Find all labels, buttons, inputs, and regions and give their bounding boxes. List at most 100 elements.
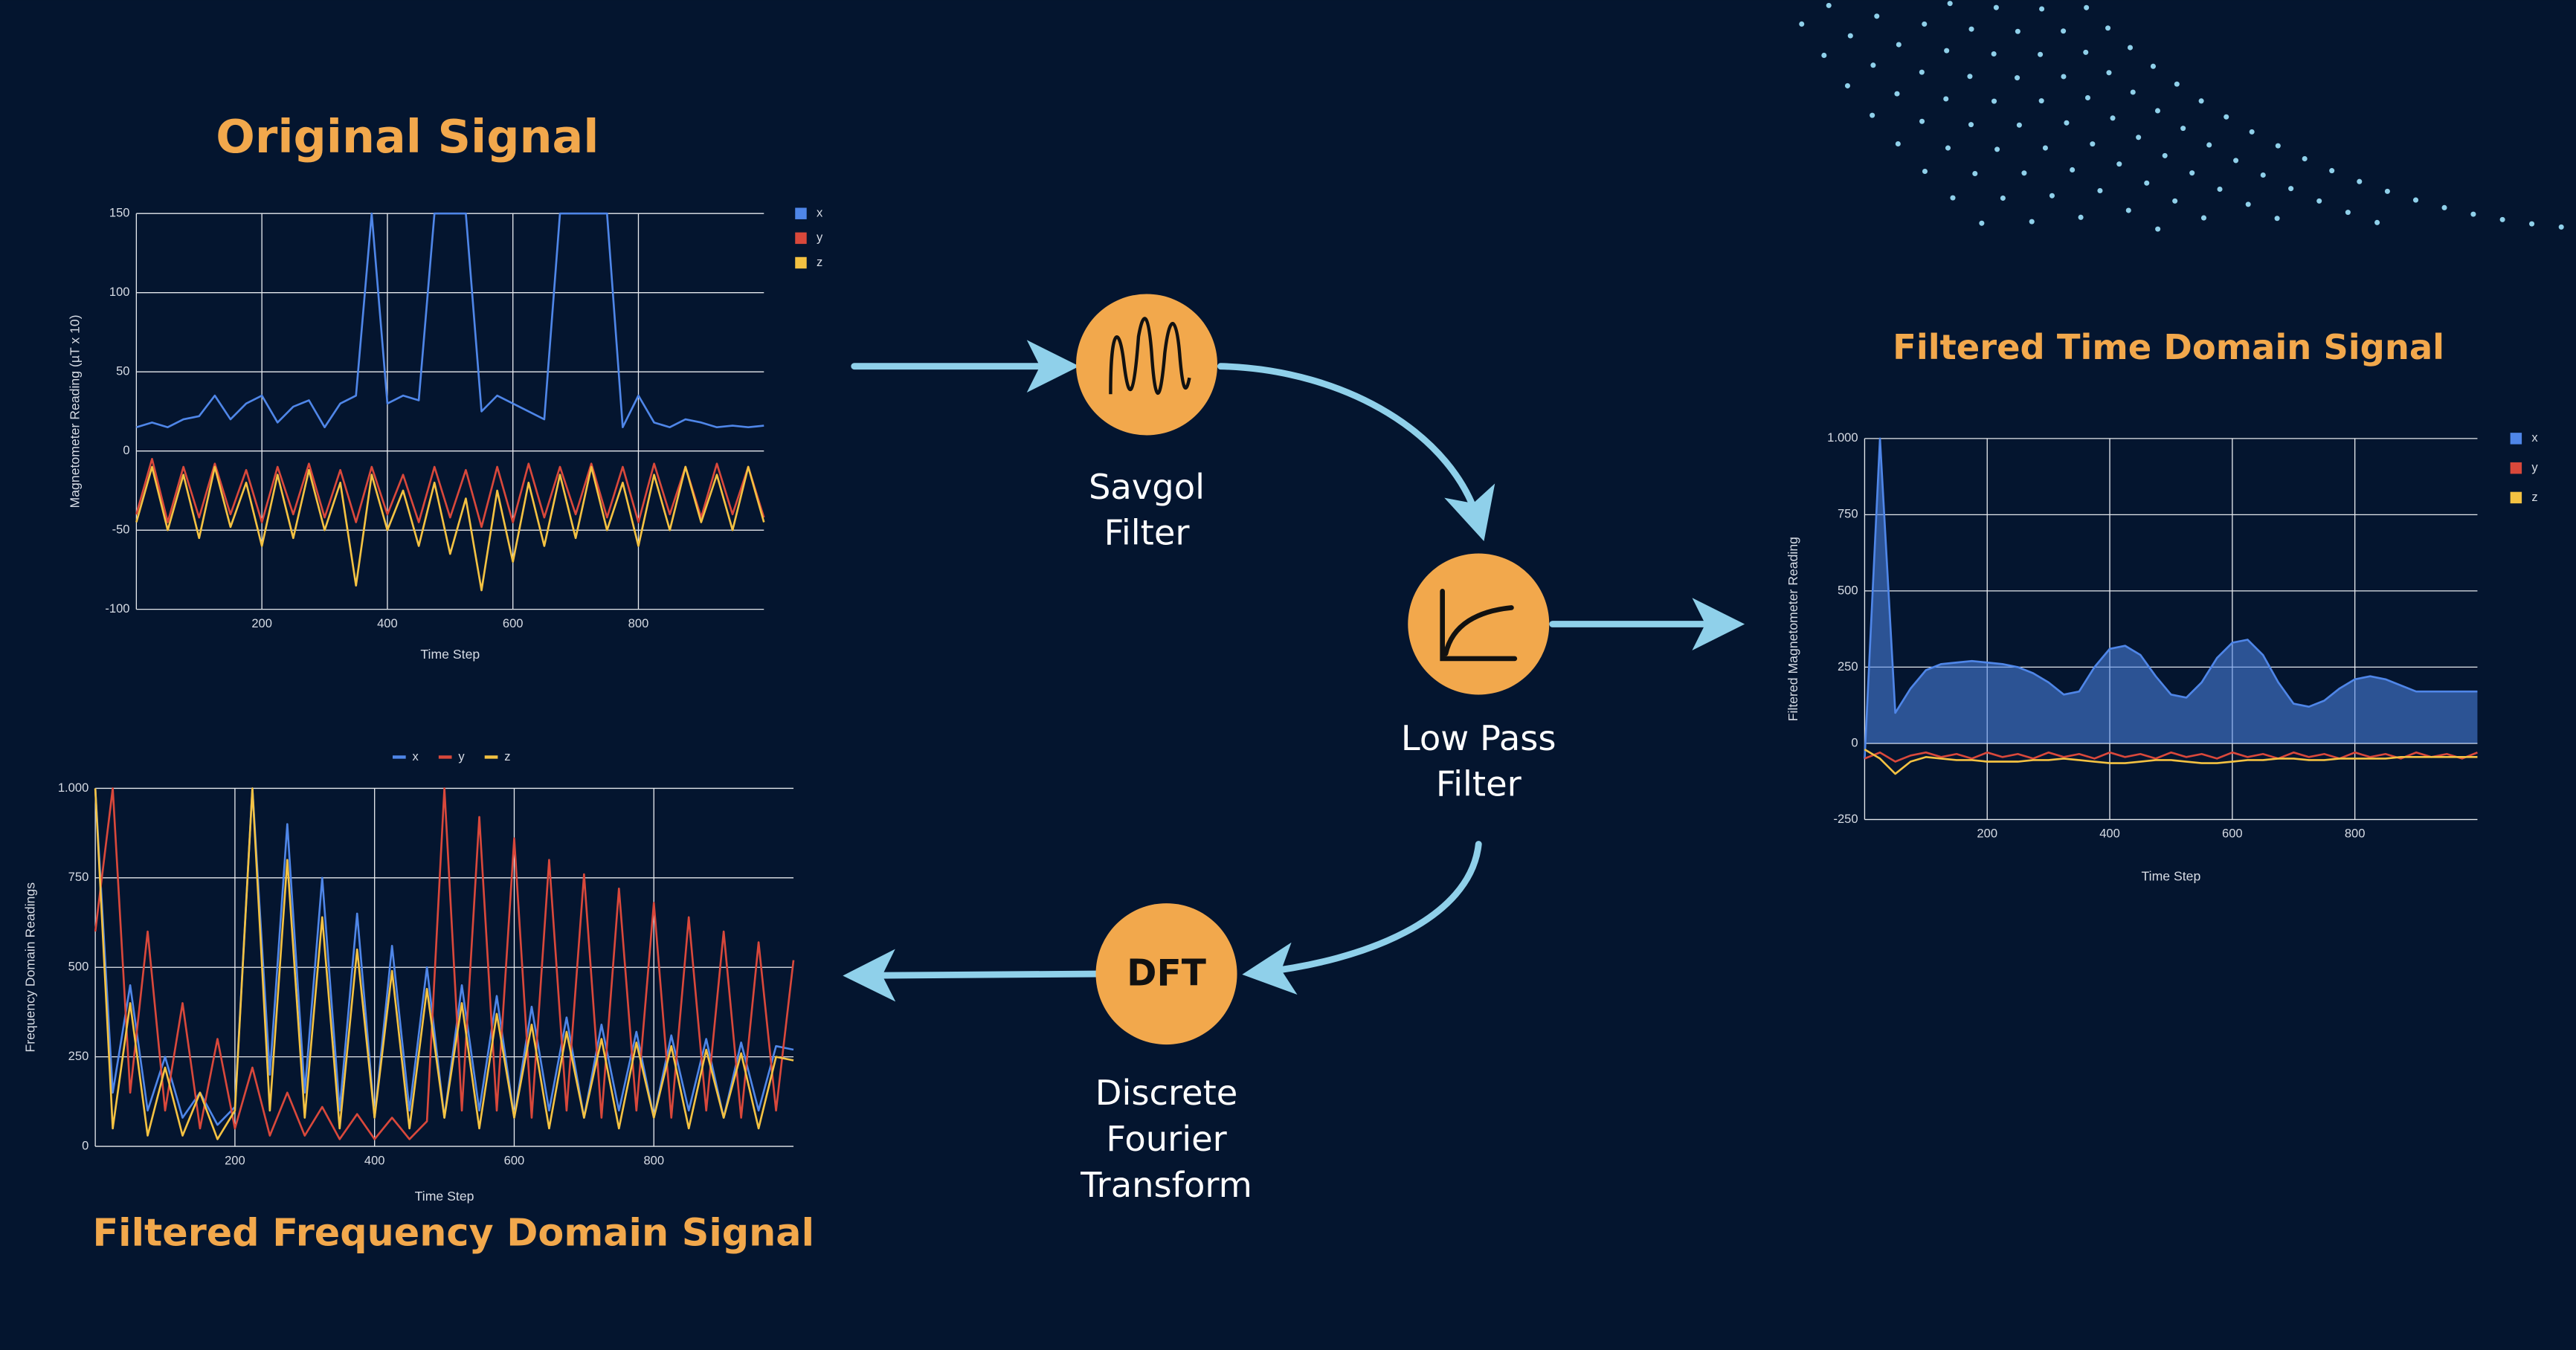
bg-dot <box>2029 219 2035 225</box>
y-tick-label: 250 <box>1838 659 1858 674</box>
x-tick-label: 400 <box>364 1153 385 1167</box>
bg-dot <box>2097 187 2103 194</box>
bg-dot <box>1895 141 1901 147</box>
legend-label: x <box>817 206 823 220</box>
bg-dot <box>2106 70 2112 76</box>
x-tick-label: 800 <box>628 616 649 630</box>
node-label: Transform <box>1080 1165 1252 1205</box>
y-tick-label: 500 <box>68 960 89 974</box>
legend-swatch <box>2510 433 2522 445</box>
series-line <box>135 212 764 429</box>
bg-dot <box>1826 2 1832 8</box>
bg-dot <box>2150 63 2156 69</box>
y-tick-label: 0 <box>82 1138 88 1152</box>
legend-swatch <box>2510 491 2522 504</box>
bg-dot <box>2015 75 2020 81</box>
bg-dot <box>2084 4 2090 10</box>
bg-dot <box>1968 26 1974 32</box>
bg-dot <box>1972 170 1978 177</box>
legend-label: z <box>817 255 822 269</box>
bg-dot <box>2110 115 2116 121</box>
bg-dot <box>1993 4 1999 10</box>
bg-dot <box>2441 204 2447 210</box>
bg-dot <box>2049 193 2055 198</box>
legend-label: z <box>2531 490 2537 504</box>
dft-node <box>1095 903 1237 1045</box>
bg-dot <box>2105 25 2111 31</box>
bg-dot <box>2233 158 2239 164</box>
bg-dot <box>2316 198 2322 204</box>
bg-dot <box>2039 6 2045 12</box>
bg-dot <box>1870 112 1875 118</box>
wave-icon <box>1109 317 1191 395</box>
x-tick-label: 800 <box>643 1153 664 1167</box>
bg-dot <box>2021 170 2027 176</box>
legend-label: y <box>2531 460 2538 474</box>
y-tick-label: 1.000 <box>1827 430 1858 445</box>
bg-dot <box>2042 145 2048 151</box>
legend-swatch <box>2510 462 2522 474</box>
legend-label: x <box>413 749 419 763</box>
y-tick-label: -250 <box>1833 812 1858 826</box>
bg-dot <box>1944 48 1950 54</box>
bg-dot <box>2275 143 2281 149</box>
y-tick-label: -50 <box>112 523 130 537</box>
bg-dot <box>2127 45 2134 51</box>
bg-dot <box>2000 196 2006 201</box>
bg-dot <box>2084 95 2091 101</box>
chart-title: Original Signal <box>216 110 599 164</box>
bg-dot <box>2172 198 2178 204</box>
flow-arrow <box>1217 363 1495 542</box>
bg-dot <box>2038 98 2044 104</box>
legend-label: z <box>504 749 510 763</box>
x-axis-label: Time Step <box>420 647 480 662</box>
x-axis-label: Time Step <box>415 1189 474 1204</box>
bg-dot <box>1870 62 1876 68</box>
bg-dot <box>2217 186 2223 193</box>
series-line <box>1864 751 2478 763</box>
bg-dot <box>1821 52 1827 59</box>
bg-dot <box>2125 207 2131 213</box>
bg-dot <box>1847 33 1853 39</box>
y-axis-label: Frequency Domain Readings <box>23 882 38 1053</box>
node-label: Fourier <box>1106 1119 1227 1159</box>
bg-dot <box>2245 201 2251 207</box>
bg-dot <box>1967 74 1973 80</box>
bg-dot <box>2260 172 2266 178</box>
bg-dot <box>2345 210 2351 216</box>
bg-dot <box>1919 69 1925 75</box>
legend-swatch <box>795 207 807 219</box>
y-tick-label: 0 <box>1851 735 1858 749</box>
chart-title: Filtered Time Domain Signal <box>1893 327 2444 367</box>
legend-swatch <box>795 232 807 245</box>
bg-dot <box>2154 108 2161 114</box>
savgol-node <box>1076 294 1218 436</box>
bg-dot <box>2038 51 2044 57</box>
bg-dot <box>2180 126 2186 132</box>
bg-dot <box>2206 142 2212 148</box>
bg-dot <box>1968 122 1974 128</box>
y-tick-label: 250 <box>68 1049 89 1063</box>
x-tick-label: 600 <box>503 616 524 630</box>
bg-dot <box>1991 98 1997 104</box>
chart-title: Filtered Frequency Domain Signal <box>92 1210 814 1254</box>
bg-dot <box>2090 141 2096 147</box>
x-tick-label: 200 <box>251 616 272 630</box>
series-line <box>94 787 794 1140</box>
bg-dot <box>2136 135 2142 141</box>
y-tick-label: 50 <box>116 364 129 378</box>
bg-dot <box>2302 156 2308 162</box>
node-label: Filter <box>1436 764 1522 804</box>
bg-dot <box>2162 152 2168 158</box>
bg-dot <box>2061 74 2067 80</box>
bg-dot <box>2470 211 2476 217</box>
x-tick-label: 400 <box>2099 827 2120 841</box>
bg-dot <box>2200 215 2207 221</box>
x-tick-label: 400 <box>377 616 398 630</box>
bg-dot <box>2155 226 2161 232</box>
node-label: Low Pass <box>1401 718 1556 758</box>
series-line <box>1864 748 2478 775</box>
y-tick-label: 500 <box>1838 583 1858 597</box>
series-line <box>94 787 795 1140</box>
